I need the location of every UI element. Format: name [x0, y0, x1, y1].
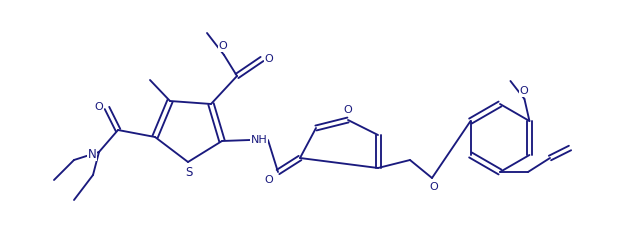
Text: O: O: [430, 182, 438, 192]
Text: O: O: [519, 86, 528, 96]
Text: O: O: [344, 105, 352, 115]
Text: O: O: [265, 175, 273, 185]
Text: O: O: [95, 102, 103, 112]
Text: O: O: [265, 54, 273, 64]
Text: S: S: [185, 166, 193, 179]
Text: O: O: [219, 41, 227, 51]
Text: N: N: [88, 148, 96, 161]
Text: NH: NH: [251, 135, 268, 145]
